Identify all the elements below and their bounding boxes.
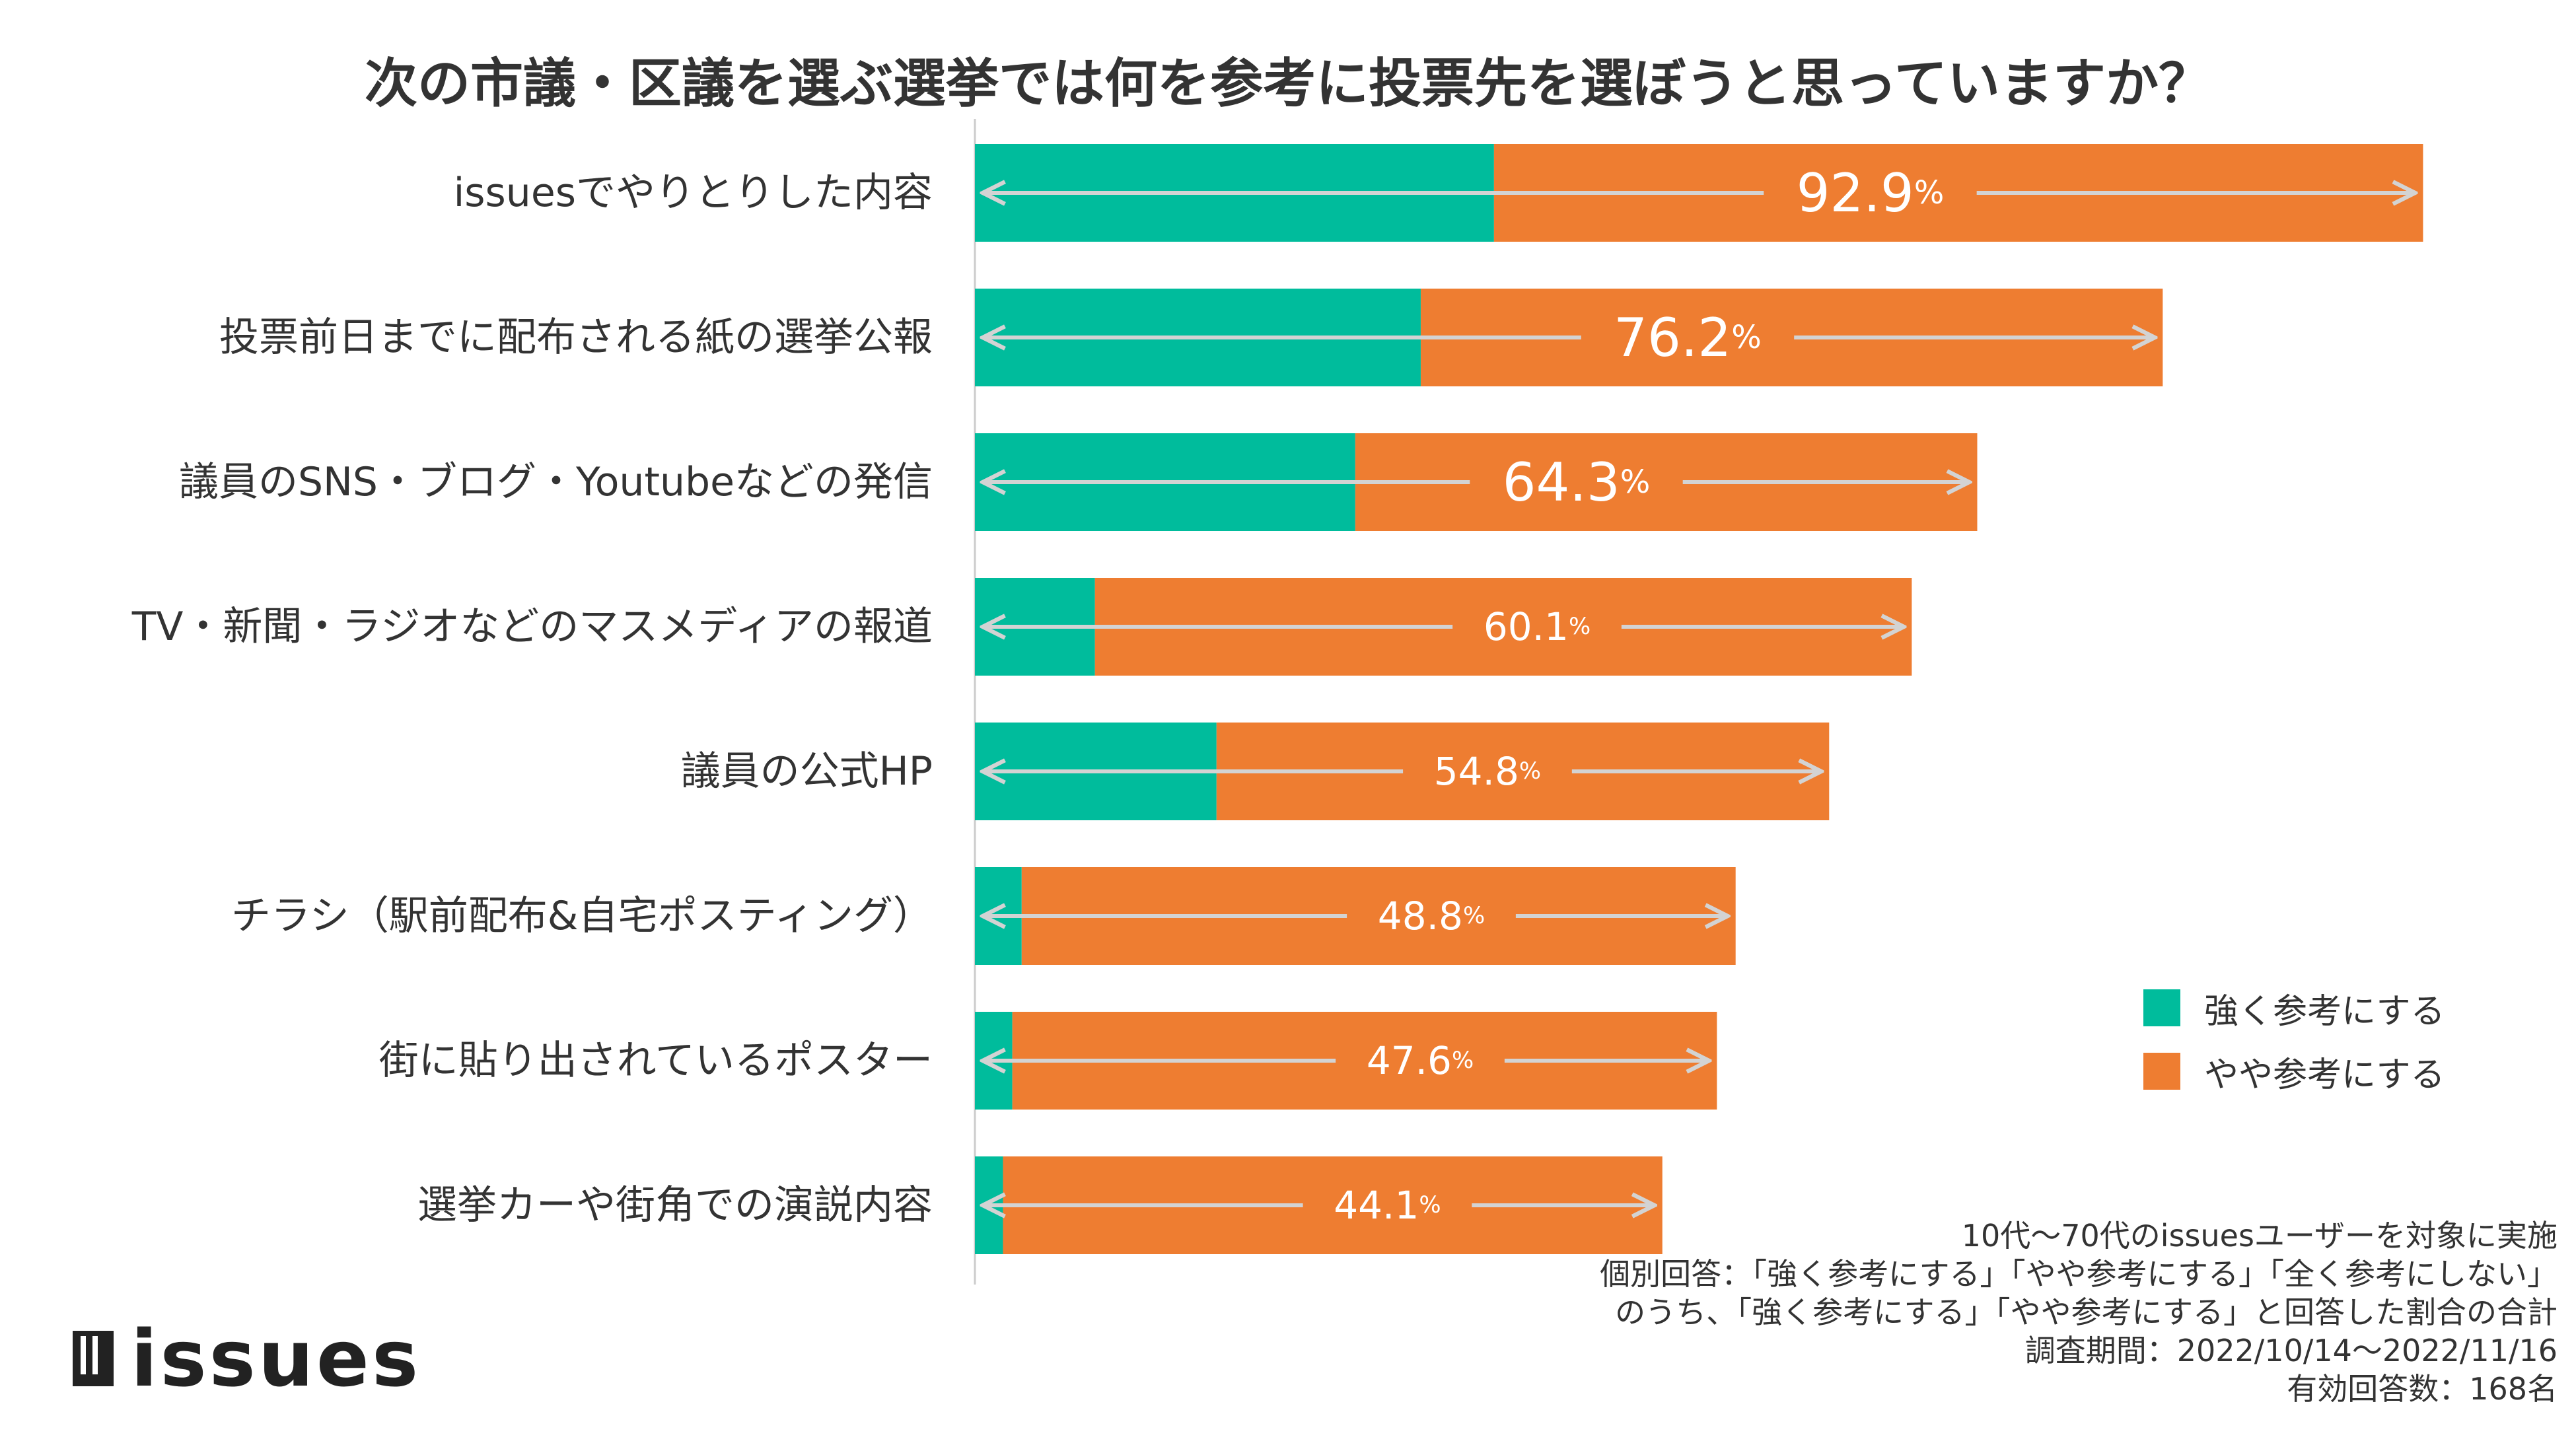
logo-text: issues bbox=[131, 1313, 421, 1404]
total-value-label: 48.8% bbox=[1378, 894, 1485, 938]
category-label: 投票前日までに配布される紙の選挙公報 bbox=[219, 314, 933, 361]
note-line: 有効回答数：168名 bbox=[2287, 1371, 2558, 1407]
category-label: チラシ（駅前配布&自宅ポスティング） bbox=[231, 893, 933, 939]
total-value-label: 54.8% bbox=[1434, 749, 1541, 794]
chart-title: 次の市議・区議を選ぶ選挙では何を参考に投票先を選ぼうと思っていますか？ bbox=[365, 53, 2211, 114]
total-value-label: 64.3% bbox=[1503, 452, 1651, 513]
note-line: 10代〜70代のissuesユーザーを対象に実施 bbox=[1961, 1218, 2558, 1254]
total-value-label: 47.6% bbox=[1367, 1038, 1474, 1083]
category-label: 議員の公式HP bbox=[681, 748, 933, 795]
category-label: TV・新聞・ラジオなどのマスメディアの報道 bbox=[131, 604, 933, 650]
legend-swatch-strong bbox=[2143, 989, 2180, 1026]
total-value-label: 60.1% bbox=[1484, 604, 1591, 649]
category-label: 街に貼り出されているポスター bbox=[379, 1038, 933, 1084]
total-value-label: 44.1% bbox=[1334, 1183, 1441, 1228]
legend-label-strong: 強く参考にする bbox=[2204, 991, 2445, 1032]
category-label: 選挙カーや街角での演説内容 bbox=[417, 1182, 933, 1228]
logo-mark-icon bbox=[73, 1331, 114, 1386]
total-value-label: 92.9% bbox=[1797, 162, 1945, 224]
issues-logo: issues bbox=[73, 1313, 421, 1404]
category-label: issuesでやりとりした内容 bbox=[454, 170, 933, 216]
category-label: 議員のSNS・ブログ・Youtubeなどの発信 bbox=[179, 459, 933, 505]
legend: 強く参考にする やや参考にする bbox=[2143, 976, 2445, 1103]
note-line: 調査期間：2022/10/14〜2022/11/16 bbox=[2024, 1333, 2558, 1368]
note-line: のうち、「強く参考にする」「やや参考にする」と回答した割合の合計 bbox=[1615, 1294, 2558, 1330]
note-line: 個別回答：「強く参考にする」「やや参考にする」「全く参考にしない」 bbox=[1600, 1256, 2558, 1292]
legend-swatch-somewhat bbox=[2143, 1053, 2180, 1090]
legend-label-somewhat: やや参考にする bbox=[2204, 1055, 2445, 1095]
total-value-label: 76.2% bbox=[1614, 307, 1762, 369]
survey-notes: 10代〜70代のissuesユーザーを対象に実施 個別回答：「強く参考にする」「… bbox=[1600, 1217, 2558, 1408]
legend-item-somewhat: やや参考にする bbox=[2143, 1040, 2445, 1103]
legend-item-strong: 強く参考にする bbox=[2143, 976, 2445, 1040]
